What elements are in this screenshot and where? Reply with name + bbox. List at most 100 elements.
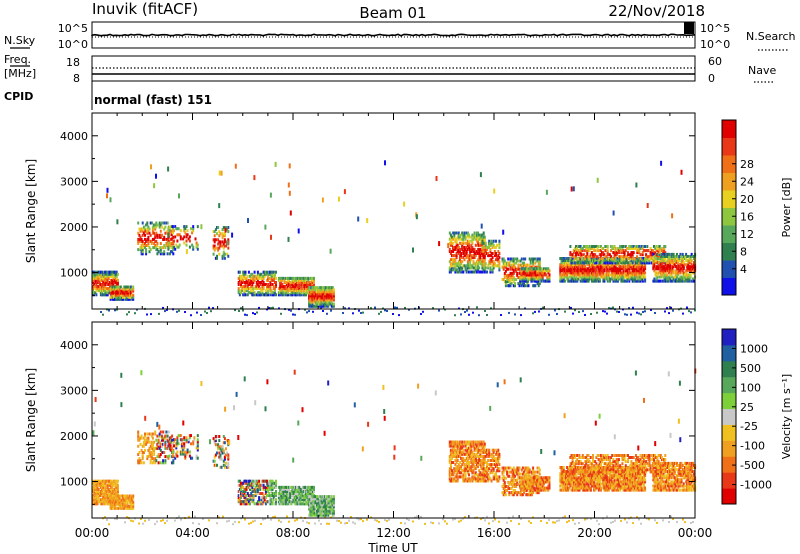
range-cell: [150, 242, 153, 245]
range-cell: [117, 496, 120, 500]
range-cell: [247, 485, 250, 489]
range-cell: [116, 479, 119, 483]
range-cell: [613, 255, 616, 259]
range-cell: [412, 520, 414, 523]
range-cell: [568, 267, 571, 271]
range-cell: [330, 300, 333, 304]
range-cell: [140, 239, 143, 243]
range-cell: [584, 273, 587, 277]
range-cell: [322, 288, 325, 292]
range-cell: [292, 291, 295, 295]
range-cell: [285, 287, 288, 291]
range-cell: [474, 243, 477, 247]
range-cell: [105, 479, 108, 483]
range-cell: [114, 498, 117, 502]
range-cell: [196, 225, 199, 229]
range-cell: [676, 273, 678, 277]
range-cell: [481, 250, 484, 253]
range-cell: [192, 227, 195, 231]
range-cell: [268, 494, 271, 498]
range-cell: [656, 261, 659, 265]
range-cell: [637, 259, 640, 263]
range-cell: [609, 277, 612, 281]
range-cell: [275, 492, 277, 495]
range-cell: [577, 261, 580, 265]
range-cell: [483, 256, 486, 260]
range-cell: [454, 270, 457, 274]
range-cell: [660, 263, 663, 267]
range-cell: [481, 233, 484, 237]
range-cell: [657, 267, 660, 271]
range-cell: [614, 275, 617, 279]
range-cell: [284, 281, 287, 284]
range-cell: [480, 237, 483, 241]
range-cell: [676, 271, 678, 275]
range-cell: [171, 246, 174, 250]
range-cell: [420, 515, 422, 518]
range-cell: [167, 241, 170, 245]
range-cell: [681, 265, 684, 269]
range-cell: [562, 267, 565, 271]
range-cell: [294, 276, 297, 280]
range-cell: [298, 281, 301, 284]
range-cell: [251, 496, 254, 500]
range-cell: [492, 260, 495, 264]
range-cell: [241, 289, 244, 293]
range-cell: [264, 479, 267, 483]
range-cell: [632, 251, 635, 255]
range-cell: [317, 288, 320, 292]
range-cell: [147, 455, 150, 459]
range-cell: [110, 506, 113, 510]
range-cell: [122, 291, 124, 295]
range-cell: [168, 225, 171, 229]
range-cell: [328, 296, 331, 300]
range-cell: [506, 261, 509, 265]
range-cell: [652, 263, 655, 267]
colorbar-swatch: [722, 260, 736, 278]
range-cell: [277, 492, 280, 495]
range-cell: [255, 287, 258, 291]
range-cell: [115, 487, 118, 491]
range-cell: [156, 242, 159, 245]
range-cell: [670, 273, 673, 277]
range-cell: [172, 252, 175, 256]
range-cell: [280, 283, 283, 286]
range-cell: [594, 277, 597, 281]
range-cell: [164, 522, 166, 525]
range-cell: [137, 461, 140, 465]
range-cell: [210, 310, 212, 313]
range-cell: [663, 269, 666, 273]
range-cell: [256, 274, 259, 278]
range-cell: [140, 518, 142, 520]
range-cell: [122, 293, 124, 297]
range-cell: [269, 496, 272, 500]
range-cell: [544, 271, 546, 275]
range-cell: [630, 275, 633, 279]
range-cell: [632, 279, 635, 283]
range-cell: [521, 263, 524, 267]
range-cell: [672, 257, 675, 260]
range-cell: [159, 453, 162, 456]
range-cell: [178, 233, 181, 237]
range-cell: [109, 270, 111, 274]
range-cell: [115, 274, 118, 278]
range-cell: [326, 300, 329, 304]
range-cell: [584, 269, 587, 273]
range-cell: [570, 277, 573, 281]
range-cell: [330, 292, 333, 296]
range-cell: [374, 519, 376, 522]
range-cell: [455, 241, 458, 245]
range-cell: [212, 246, 215, 250]
range-cell: [690, 255, 693, 258]
range-cell: [250, 498, 253, 502]
range-cell: [134, 312, 136, 315]
range-cell: [452, 254, 455, 258]
range-cell: [283, 287, 286, 291]
range-cell: [162, 461, 165, 465]
range-cell: [281, 285, 284, 289]
range-cell: [101, 283, 103, 286]
range-cell: [644, 277, 647, 281]
range-cell: [126, 500, 129, 504]
range-cell: [171, 229, 174, 233]
range-cell: [344, 307, 346, 310]
